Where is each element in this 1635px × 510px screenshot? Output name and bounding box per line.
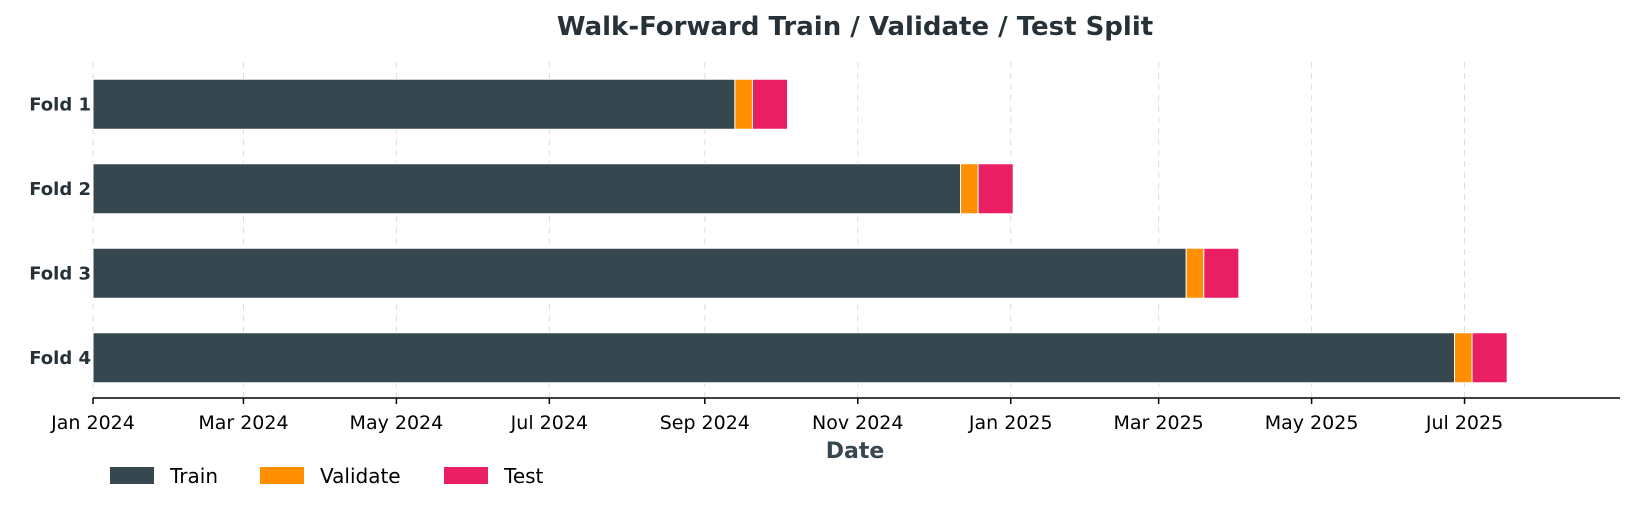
legend-label-validate: Validate: [320, 464, 401, 488]
chart-title: Walk-Forward Train / Validate / Test Spl…: [557, 12, 1153, 42]
test-bar-segment: [1471, 332, 1508, 384]
fold-labels: Fold 1 Fold 2 Fold 3 Fold 4: [29, 94, 91, 369]
x-tick-label: Sep 2024: [660, 412, 750, 434]
x-tick-label: May 2025: [1265, 412, 1359, 434]
fold-label: Fold 3: [29, 263, 91, 284]
test-bar-segment: [751, 78, 789, 130]
test-bar-segment: [977, 163, 1014, 215]
test-bar-segment: [1203, 247, 1240, 299]
legend-swatch-train: [110, 467, 154, 484]
x-axis-label: Date: [826, 439, 885, 464]
legend-label-train: Train: [169, 464, 218, 488]
x-tick-label: May 2024: [350, 412, 444, 434]
fold-label: Fold 1: [29, 94, 91, 115]
train-bar-segment: [92, 332, 1456, 384]
validate-bar-segment: [734, 78, 753, 130]
x-tick-label: Jul 2024: [510, 412, 588, 434]
x-tick-label: Jan 2024: [50, 412, 135, 434]
validate-bar-segment: [1185, 247, 1205, 299]
x-axis-ticks: Jan 2024 Mar 2024 May 2024 Jul 2024 Sep 2024…: [50, 398, 1503, 434]
legend: Train Validate Test: [110, 464, 544, 488]
bars: [92, 78, 1508, 384]
legend-swatch-test: [444, 467, 488, 484]
train-bar-segment: [92, 247, 1187, 299]
train-bar-segment: [92, 78, 736, 130]
x-tick-label: Jan 2025: [968, 412, 1053, 434]
x-tick-label: Mar 2025: [1114, 412, 1204, 434]
fold-label: Fold 2: [29, 179, 91, 200]
legend-swatch-validate: [260, 467, 304, 484]
fold-label: Fold 4: [29, 348, 91, 369]
x-tick-label: Nov 2024: [812, 412, 903, 434]
x-tick-label: Mar 2024: [198, 412, 288, 434]
legend-label-test: Test: [503, 464, 544, 488]
train-bar-segment: [92, 163, 962, 215]
validate-bar-segment: [1454, 332, 1473, 384]
x-tick-label: Jul 2025: [1425, 412, 1503, 434]
validate-bar-segment: [960, 163, 979, 215]
